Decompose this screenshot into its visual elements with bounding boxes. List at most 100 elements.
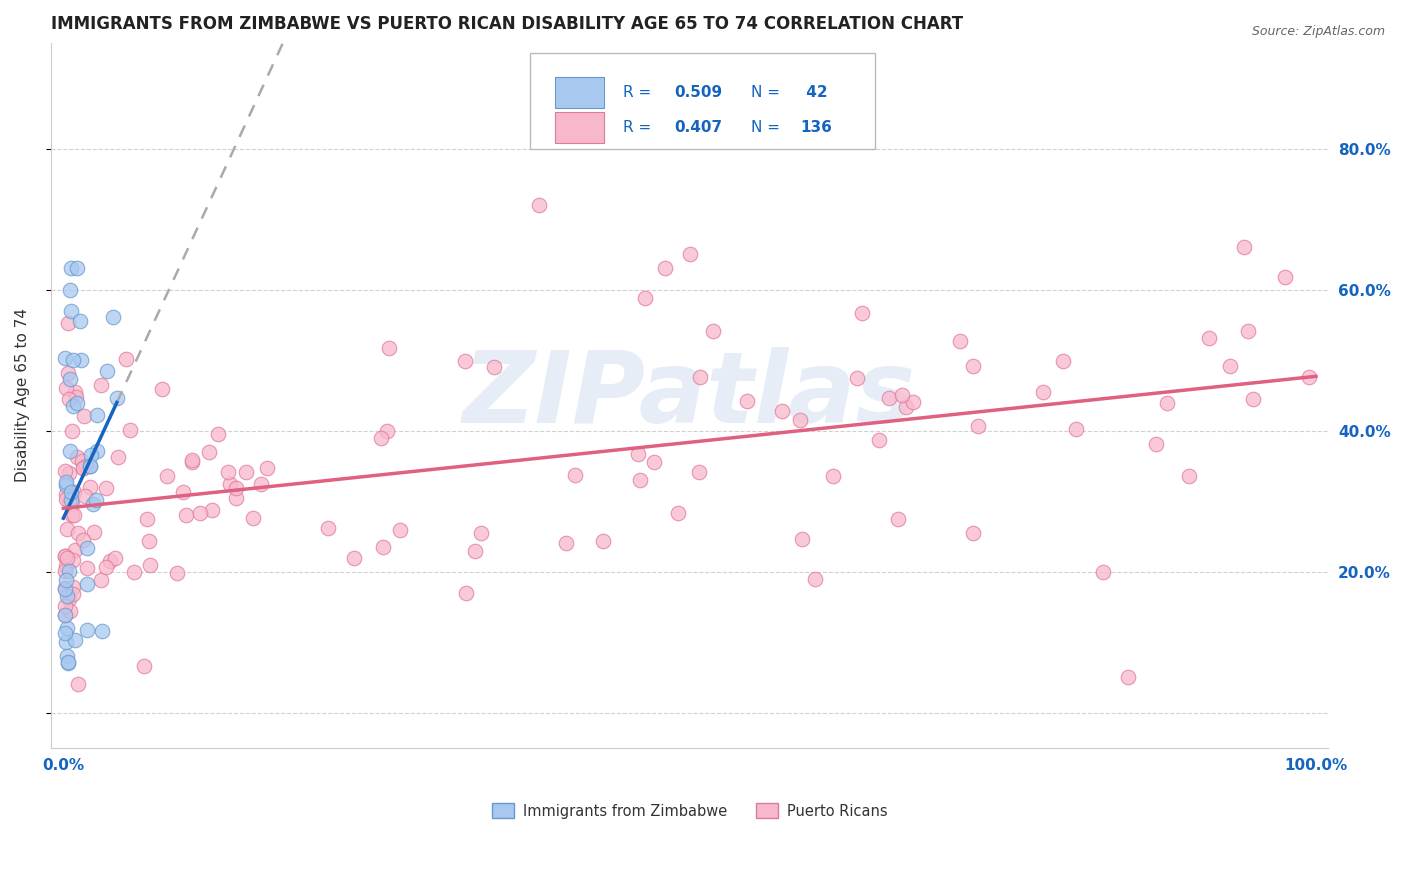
Text: 136: 136 <box>801 120 832 135</box>
Point <box>197 444 219 458</box>
Text: Source: ZipAtlas.com: Source: ZipAtlas.com <box>1251 25 1385 38</box>
Point <box>868 433 890 447</box>
Point <box>66 525 89 540</box>
Point <box>59 372 82 386</box>
Point <box>62 353 84 368</box>
Point <box>76 577 98 591</box>
Point <box>482 359 505 374</box>
Point <box>235 465 257 479</box>
Text: N =: N = <box>751 85 780 100</box>
Point <box>139 558 162 573</box>
Point <box>53 564 76 578</box>
Point <box>76 623 98 637</box>
Point <box>60 424 83 438</box>
Point <box>60 493 83 508</box>
Point <box>83 524 105 539</box>
Point <box>53 582 76 597</box>
Point <box>76 541 98 555</box>
Point <box>60 497 83 511</box>
Point <box>454 354 477 368</box>
Point <box>1064 422 1087 436</box>
FancyBboxPatch shape <box>530 54 875 149</box>
Point <box>225 481 247 495</box>
Point <box>53 626 76 640</box>
Point <box>1233 240 1256 254</box>
Point <box>59 283 82 297</box>
Point <box>90 378 112 392</box>
Point <box>1177 469 1199 483</box>
Point <box>689 370 711 384</box>
Point <box>107 450 129 465</box>
Point <box>75 458 97 473</box>
Point <box>316 520 339 534</box>
Point <box>1052 354 1074 368</box>
Point <box>654 261 676 276</box>
Point <box>62 580 84 594</box>
Text: N =: N = <box>751 120 780 135</box>
Point <box>668 506 690 520</box>
Point <box>967 419 990 434</box>
Text: 0.407: 0.407 <box>675 120 723 135</box>
Point <box>70 454 93 468</box>
Point <box>90 573 112 587</box>
Point <box>375 424 398 438</box>
Point <box>470 526 492 541</box>
Point <box>58 493 80 508</box>
FancyBboxPatch shape <box>555 77 605 108</box>
Point <box>688 465 710 479</box>
Point <box>55 590 77 604</box>
Point <box>59 261 82 276</box>
Text: IMMIGRANTS FROM ZIMBABWE VS PUERTO RICAN DISABILITY AGE 65 TO 74 CORRELATION CHA: IMMIGRANTS FROM ZIMBABWE VS PUERTO RICAN… <box>51 15 963 33</box>
Point <box>1116 670 1139 684</box>
Point <box>901 395 924 409</box>
Point <box>53 464 76 478</box>
Point <box>63 542 86 557</box>
Point <box>70 353 93 368</box>
Point <box>377 341 399 355</box>
Point <box>73 489 96 503</box>
Point <box>172 485 194 500</box>
Point <box>53 607 76 622</box>
Point <box>58 591 80 606</box>
Text: R =: R = <box>623 120 657 135</box>
Point <box>122 565 145 579</box>
Point <box>82 498 104 512</box>
Point <box>65 384 87 399</box>
Point <box>1144 436 1167 450</box>
Point <box>55 487 77 501</box>
Point <box>55 381 77 395</box>
Point <box>59 444 82 458</box>
Point <box>58 392 80 406</box>
Point <box>373 541 395 555</box>
Point <box>94 481 117 495</box>
Point <box>201 502 224 516</box>
Point <box>464 544 486 558</box>
Point <box>851 306 873 320</box>
Point <box>156 469 179 483</box>
Point <box>79 480 101 494</box>
Point <box>53 599 76 614</box>
Point <box>62 484 84 499</box>
Point <box>370 432 392 446</box>
Point <box>627 446 650 460</box>
Point <box>217 466 239 480</box>
Point <box>454 586 477 600</box>
Point <box>250 477 273 491</box>
Point <box>86 444 108 458</box>
Point <box>65 390 87 404</box>
Point <box>150 382 173 396</box>
Point <box>98 553 121 567</box>
Point <box>166 566 188 580</box>
Point <box>1032 384 1054 399</box>
Point <box>628 473 651 487</box>
FancyBboxPatch shape <box>555 112 605 143</box>
Point <box>962 526 984 541</box>
Point <box>962 359 984 374</box>
Point <box>770 403 793 417</box>
Point <box>90 624 112 639</box>
Point <box>896 400 918 414</box>
Point <box>1274 269 1296 284</box>
Point <box>69 314 91 328</box>
Point <box>56 522 79 536</box>
Point <box>949 334 972 348</box>
